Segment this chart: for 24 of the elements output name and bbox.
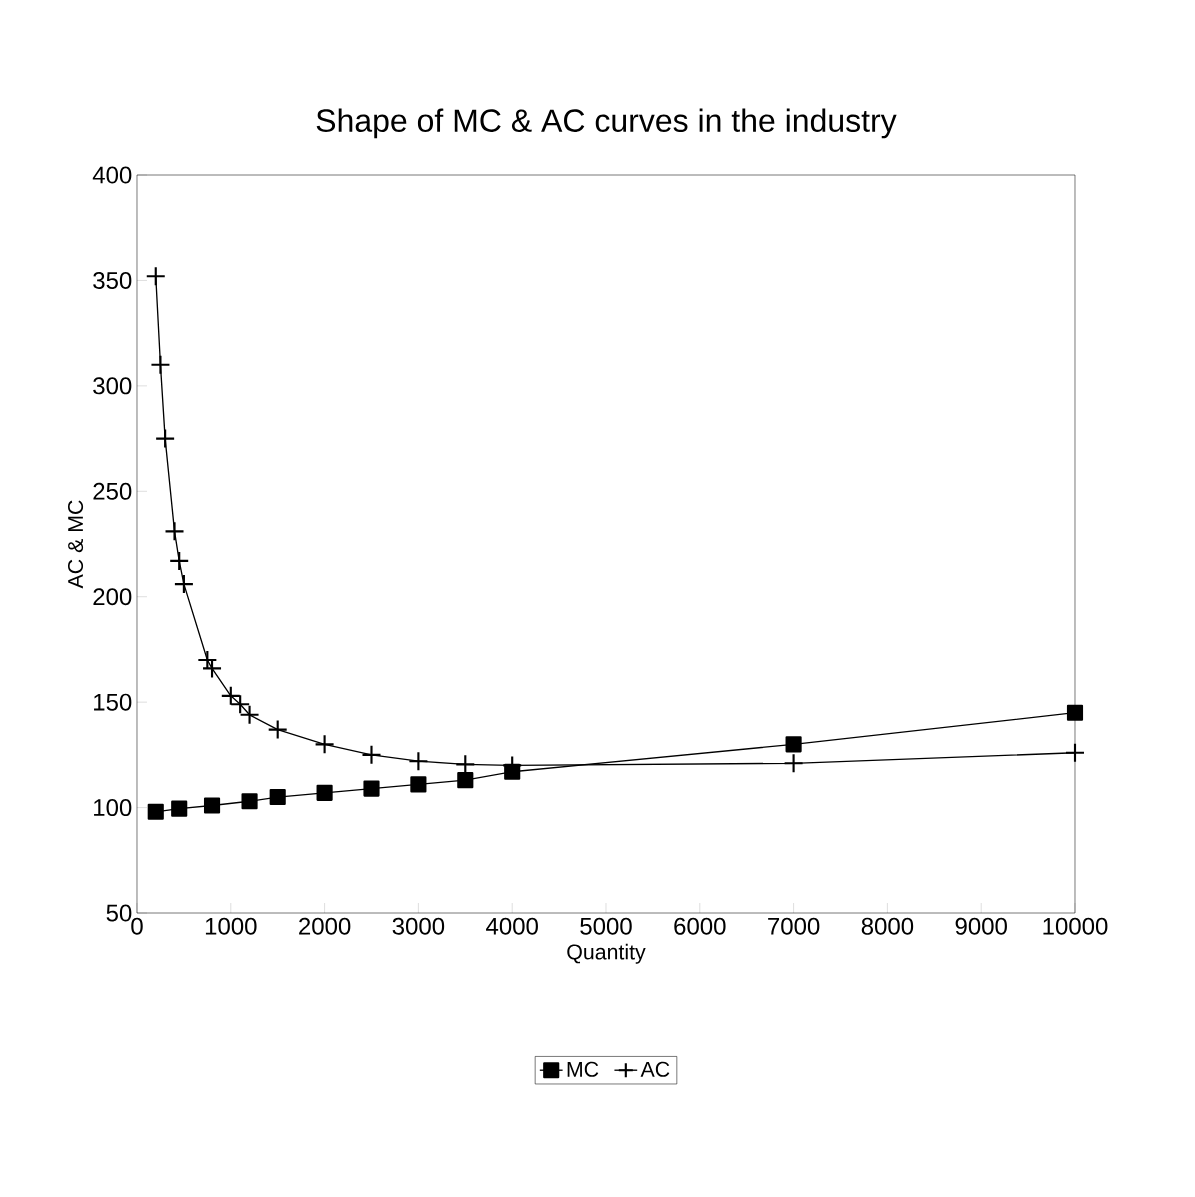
y-tick-label: 250 [93, 482, 132, 500]
x-tick-label: 6000 [674, 917, 726, 935]
y-tick-label: 100 [94, 799, 132, 817]
x-tick-label: 10000 [1043, 917, 1108, 935]
y-tick-label: 50 [106, 904, 132, 922]
chart-title: Shape of MC & AC curves in the industry [316, 108, 897, 139]
x-tick-label: 5000 [580, 917, 632, 935]
x-tick-label: 7000 [768, 917, 820, 935]
x-tick-label: 8000 [861, 917, 914, 935]
y-tick-label: 350 [93, 271, 132, 289]
y-tick-label: 200 [93, 588, 132, 606]
x-tick-label: 3000 [392, 917, 445, 935]
legend-label: AC [640, 1061, 670, 1077]
x-axis-title: Quantity [567, 943, 646, 964]
y-tick-label: 150 [94, 693, 132, 711]
y-axis-title: AC & MC [67, 500, 84, 589]
x-tick-label: 4000 [486, 917, 538, 935]
legend-label: MC [567, 1061, 599, 1077]
x-tick-label: 1000 [205, 917, 257, 935]
y-tick-label: 400 [92, 166, 132, 184]
x-tick-label: 0 [131, 917, 143, 935]
x-tick-label: 9000 [955, 917, 1007, 935]
x-tick-label: 2000 [299, 917, 351, 935]
y-tick-label: 300 [93, 377, 132, 395]
